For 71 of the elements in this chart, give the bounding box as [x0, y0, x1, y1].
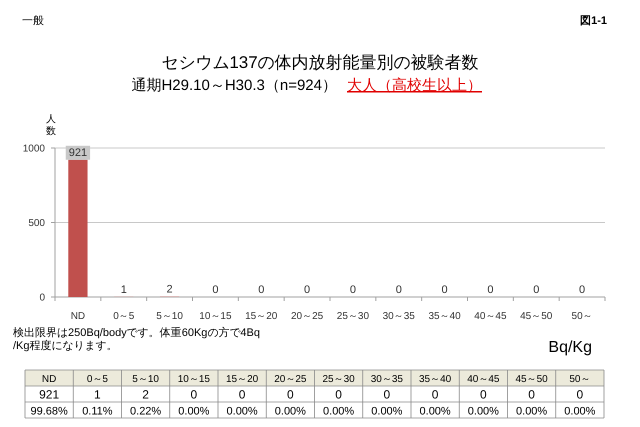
category-label: 25～30: [322, 374, 355, 385]
category-label: 50～: [569, 374, 590, 385]
text: 0.11%: [82, 406, 113, 418]
text: 921: [39, 388, 60, 402]
text: 0: [576, 388, 584, 402]
text: 0: [432, 388, 439, 402]
data-label: 0: [579, 284, 586, 296]
category-label: 30～35: [370, 374, 403, 385]
data-label: 921: [68, 146, 88, 159]
text: 一般: [22, 15, 44, 27]
category-label: 40～45: [467, 374, 500, 385]
category-label: 20～25: [274, 374, 306, 385]
text: 大人（高校生以上）: [347, 77, 482, 94]
text: 0.00%: [226, 406, 258, 418]
data-label: 0: [212, 284, 218, 296]
data-label: 0: [487, 284, 494, 296]
category-label: 45～50: [516, 374, 548, 385]
text: 0.00%: [420, 406, 451, 418]
x-tick-label: 25～30: [336, 311, 370, 322]
x-tick-label: 15～20: [245, 311, 278, 322]
chart-title: セシウム137の体内放射能量別の被験者数: [161, 53, 479, 72]
text: 0: [480, 388, 488, 402]
x-tick-label: 5～10: [156, 311, 184, 322]
y-tick-label: 1000: [22, 144, 46, 154]
caption: 図1-1: [580, 15, 607, 27]
text: 0.00%: [516, 406, 548, 418]
y-tick-label: 0: [39, 292, 46, 304]
x-tick-label: 30～35: [382, 311, 416, 322]
data-label: 0: [350, 284, 356, 296]
x-tick-label: 50～: [572, 311, 593, 322]
data-label: 0: [442, 284, 448, 296]
text: 0: [384, 388, 391, 402]
data-label: 0: [304, 284, 310, 296]
x-tick-label: 20～25: [290, 311, 324, 322]
text: 0: [190, 388, 198, 402]
x-axis-title: Bq/Kg: [548, 339, 592, 356]
category-label: ND: [42, 374, 56, 385]
text: 1: [94, 388, 102, 402]
x-tick-label: 45～50: [520, 311, 553, 322]
text: 0.00%: [178, 406, 210, 418]
y-axis-title: 人数: [46, 114, 56, 137]
text: 0: [335, 388, 342, 402]
text: 2: [142, 388, 150, 402]
chart-subtitle: 通期H29.10～H30.3（n=924）: [131, 77, 337, 94]
data-label: 0: [396, 284, 402, 296]
text: 0: [528, 388, 536, 402]
x-tick-label: ND: [70, 311, 86, 322]
y-tick-label: 500: [28, 218, 46, 229]
text: 0: [287, 388, 294, 402]
category-label: 0～5: [86, 374, 108, 385]
data-label: 0: [258, 284, 264, 296]
category-label: 5～10: [132, 374, 159, 385]
text: 99.68%: [30, 406, 68, 418]
text: 0.00%: [371, 406, 403, 418]
text: 検出限界は250Bq/bodyです。体重60Kgの方で4Bq/Kg程度になります。: [13, 326, 260, 352]
text: 0: [238, 388, 246, 402]
category-label: 10～15: [178, 374, 210, 385]
data-label: 2: [166, 284, 173, 296]
text: 0.22%: [130, 406, 162, 418]
x-tick-label: 10～15: [199, 311, 232, 322]
x-tick-label: 40～45: [474, 311, 507, 322]
x-tick-label: 0～5: [113, 311, 135, 322]
data-label: 1: [120, 284, 127, 296]
text: 0.00%: [564, 406, 596, 418]
text: 0.00%: [323, 406, 354, 418]
data-label: 0: [533, 284, 540, 296]
category-label: 35～40: [419, 374, 452, 385]
text: 0.00%: [274, 406, 306, 418]
category-label: 15～20: [226, 374, 258, 385]
text: 0.00%: [468, 406, 500, 418]
x-tick-label: 35～40: [428, 311, 462, 322]
